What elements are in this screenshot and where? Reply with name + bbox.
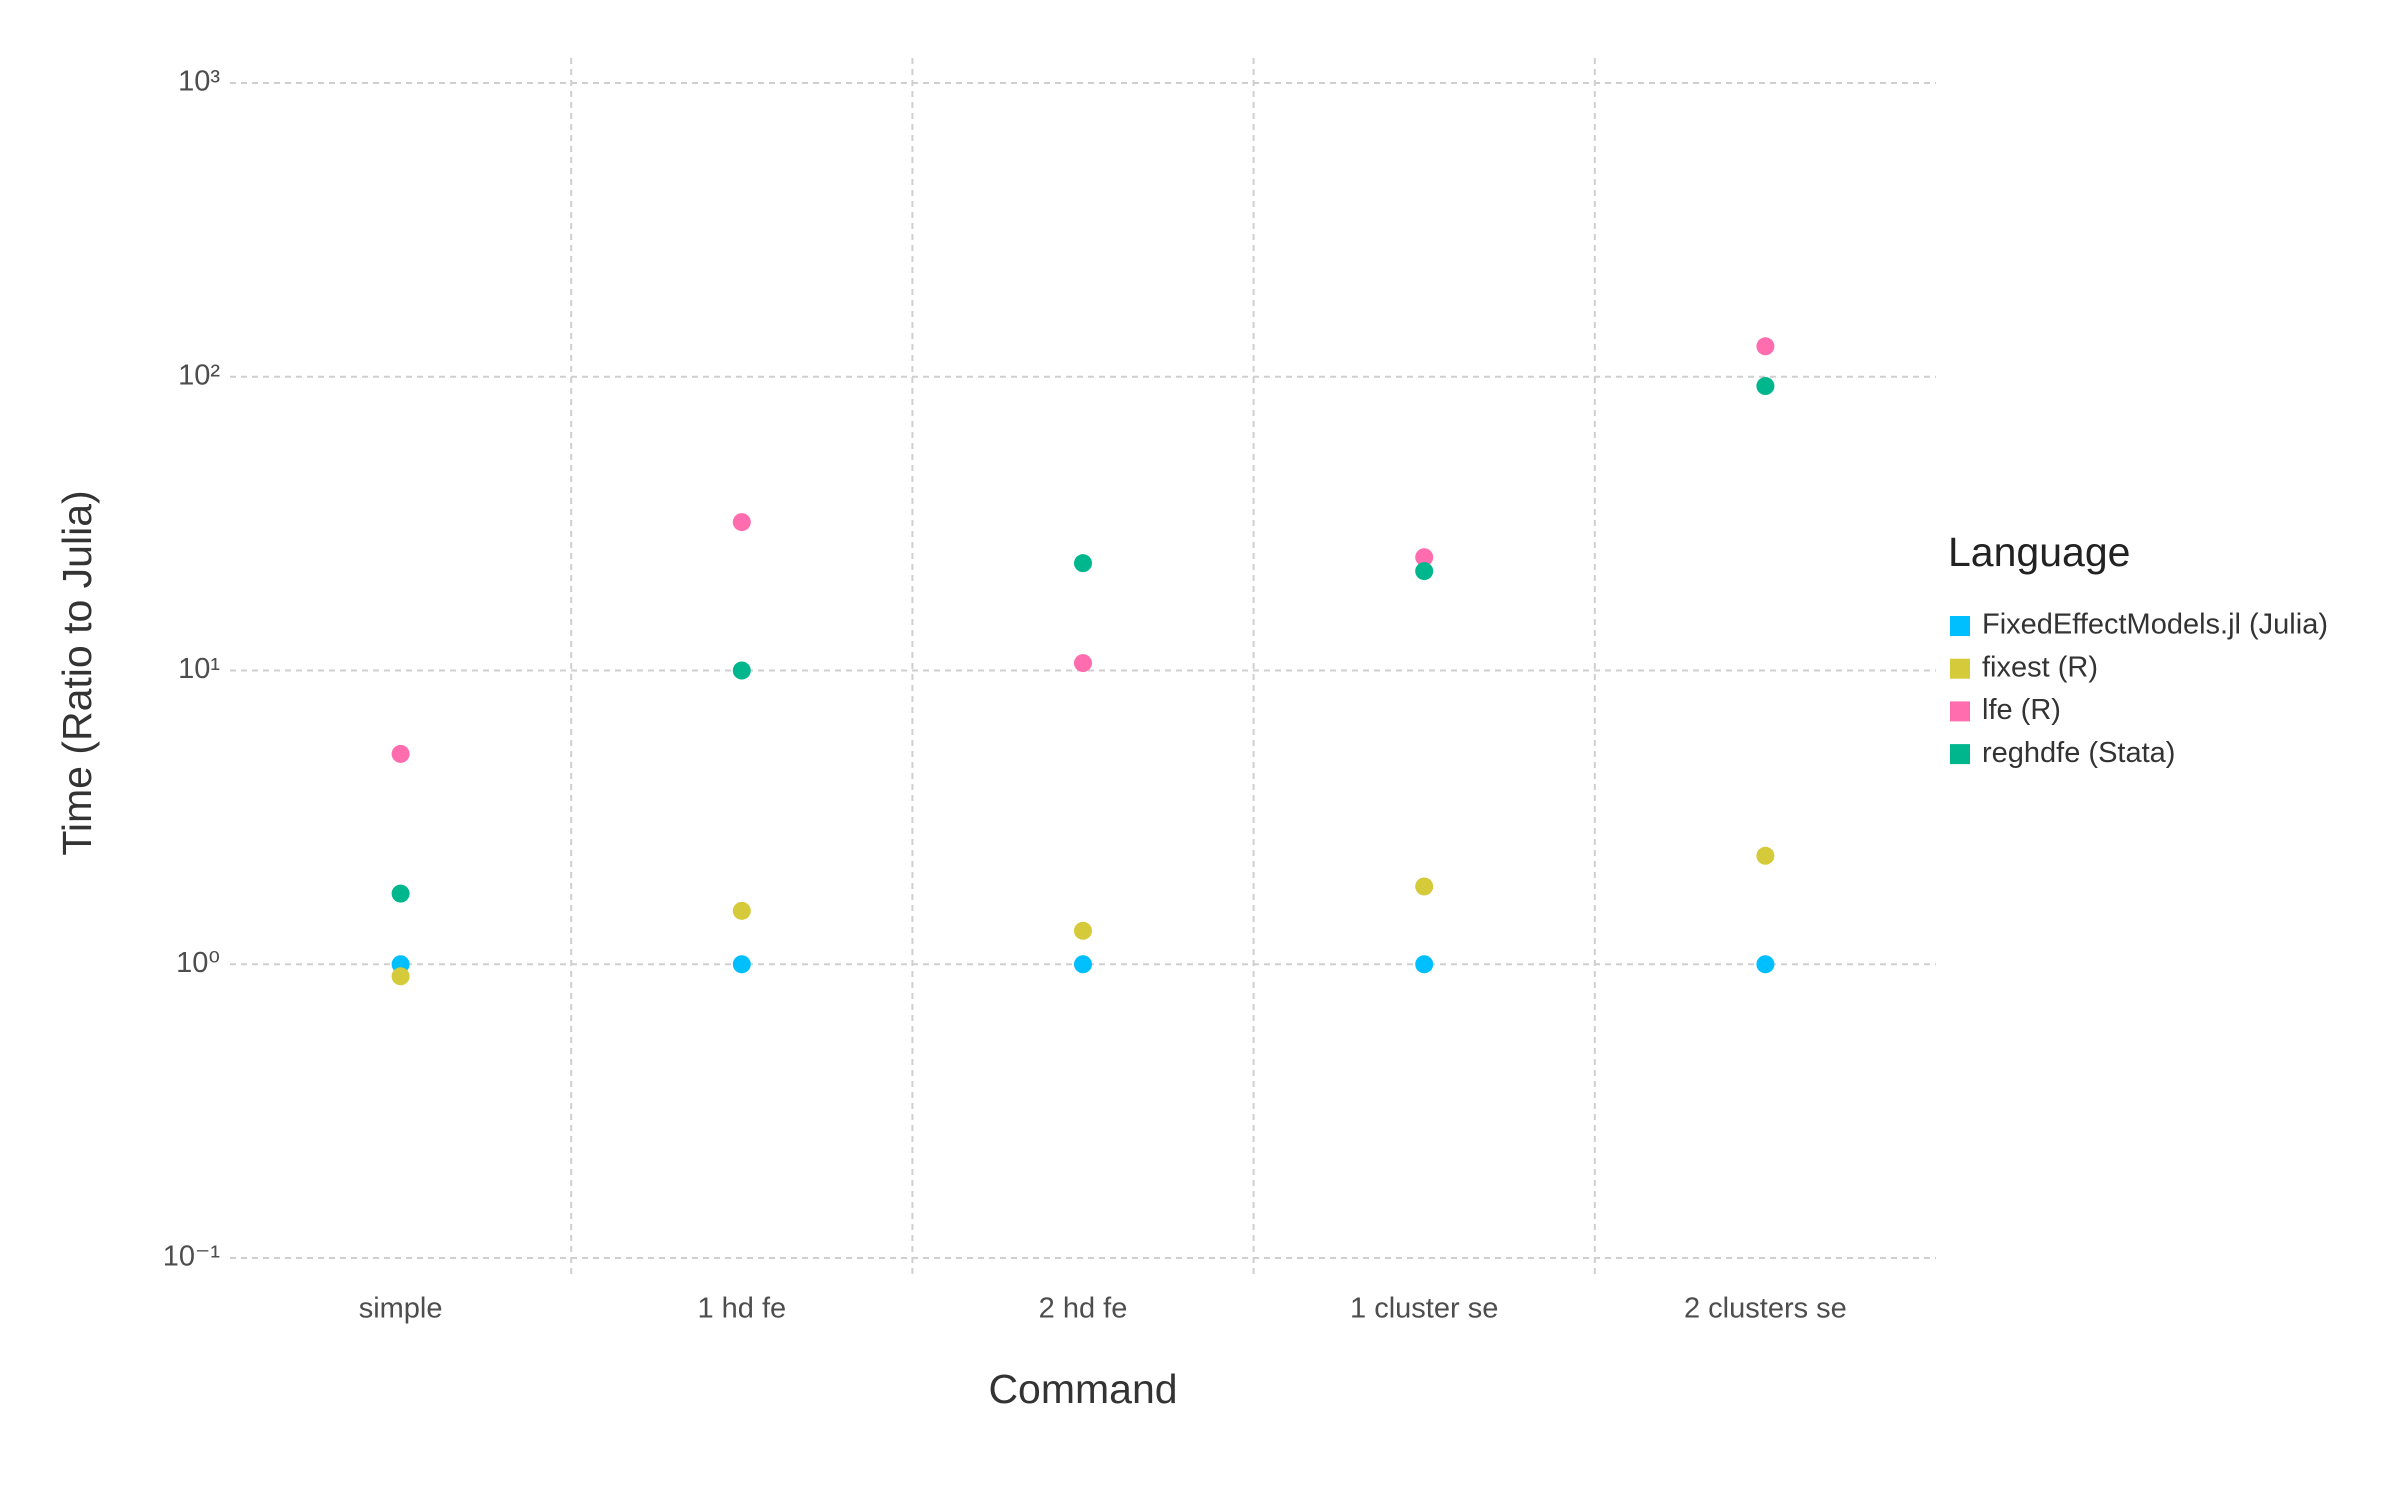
legend-label: FixedEffectModels.jl (Julia) <box>1982 609 2328 641</box>
x-tick-label: 2 clusters se <box>1684 1293 1847 1325</box>
point <box>1415 548 1434 567</box>
point <box>1756 337 1775 356</box>
point <box>1756 377 1775 396</box>
legend-label: reghdfe (Stata) <box>1982 737 2175 769</box>
y-axis-title: Time (Ratio to Julia) <box>54 490 100 855</box>
y-tick-label: 10⁻¹ <box>163 1241 221 1273</box>
point <box>732 901 751 920</box>
x-tick-label: 1 cluster se <box>1350 1293 1498 1325</box>
x-axis-title: Command <box>988 1366 1177 1412</box>
point <box>1074 921 1092 940</box>
legend-title: Language <box>1948 529 2130 575</box>
point <box>1074 554 1092 573</box>
legend-label: fixest (R) <box>1982 651 2098 683</box>
x-tick-label: simple <box>359 1293 443 1325</box>
legend-swatch <box>1950 701 1970 722</box>
point <box>1074 955 1092 974</box>
y-tick-label: 10¹ <box>178 653 220 685</box>
x-tick-label: 1 hd fe <box>697 1293 786 1325</box>
point <box>732 513 751 532</box>
point <box>732 955 751 974</box>
x-tick-label: 2 hd fe <box>1039 1293 1128 1325</box>
y-tick-label: 10⁰ <box>176 947 220 979</box>
legend-label: lfe (R) <box>1982 694 2061 726</box>
point <box>391 744 410 763</box>
point <box>1415 955 1434 974</box>
point <box>391 967 410 986</box>
legend-swatch <box>1950 616 1970 636</box>
point <box>1756 955 1775 974</box>
y-tick-label: 10² <box>178 359 220 391</box>
point <box>1415 877 1434 896</box>
point <box>1074 654 1092 673</box>
point <box>391 884 410 903</box>
y-tick-label: 10³ <box>178 66 220 98</box>
legend-swatch <box>1950 744 1970 765</box>
legend-swatch <box>1950 658 1970 679</box>
point <box>732 661 751 680</box>
point <box>1756 846 1775 865</box>
point <box>1415 562 1434 581</box>
